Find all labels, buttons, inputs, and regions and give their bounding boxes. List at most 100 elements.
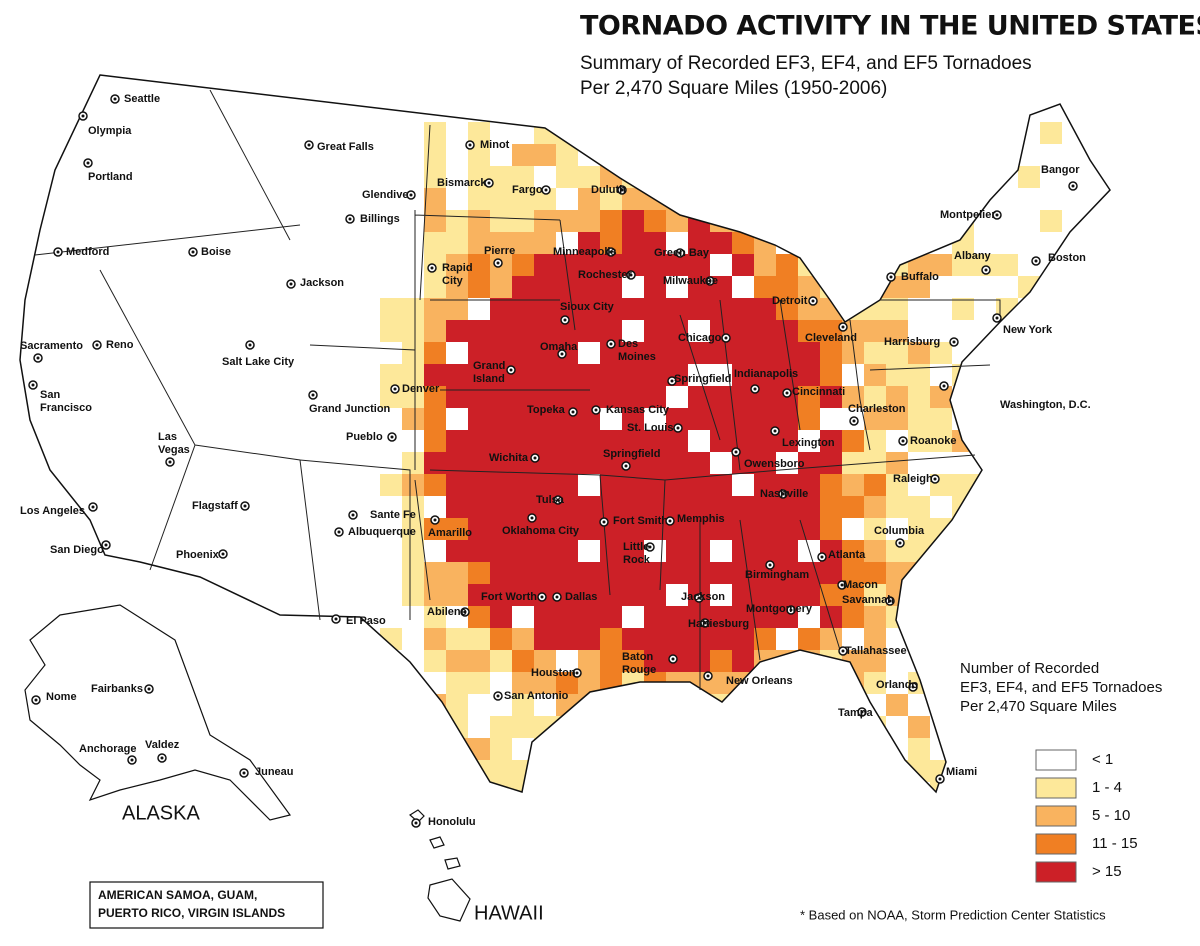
city-dot-center: [840, 583, 844, 587]
city-dot-center: [708, 279, 712, 283]
heat-cell: [908, 210, 930, 232]
city-label: Amarillo: [428, 527, 472, 539]
heat-cell: [820, 122, 842, 144]
city-label: Dallas: [565, 591, 597, 603]
heat-cell: [468, 408, 490, 430]
heat-cell: [820, 386, 842, 408]
city-label: Cleveland: [805, 332, 857, 344]
city-label: St. Louis: [627, 422, 673, 434]
heat-cell: [600, 474, 622, 496]
heat-cell: [578, 430, 600, 452]
heat-cell: [512, 298, 534, 320]
heat-cell: [842, 496, 864, 518]
heat-cell: [468, 474, 490, 496]
heat-cell: [556, 386, 578, 408]
heat-cell: [1018, 540, 1040, 562]
city-label: Raleigh: [893, 473, 933, 485]
heat-cell: [644, 166, 666, 188]
heat-cell: [996, 342, 1018, 364]
heat-cell: [556, 606, 578, 628]
heat-cell: [468, 144, 490, 166]
heat-cell: [732, 650, 754, 672]
heat-cell: [644, 496, 666, 518]
heat-cell: [600, 760, 622, 782]
heat-cell: [600, 144, 622, 166]
city-dot-center: [95, 343, 99, 347]
city-label: Springfield: [603, 448, 660, 460]
city-label: Savannah: [842, 594, 894, 606]
heat-cell: [688, 760, 710, 782]
heat-cell: [468, 452, 490, 474]
heat-cell: [798, 364, 820, 386]
heat-cell: [754, 782, 776, 792]
heat-cell: [380, 628, 402, 650]
heat-cell: [864, 386, 886, 408]
city-dot-center: [888, 599, 892, 603]
heat-cell: [820, 210, 842, 232]
heat-cell: [820, 144, 842, 166]
heat-cell: [886, 408, 908, 430]
heat-cell: [864, 364, 886, 386]
city-label: Montgomery: [746, 603, 813, 615]
city-label: Nashville: [760, 488, 808, 500]
heat-cell: [710, 496, 732, 518]
heat-cell: [820, 672, 842, 694]
heat-cell: [644, 320, 666, 342]
heat-cell: [424, 122, 446, 144]
heat-cell: [666, 606, 688, 628]
city-label: Jackson: [681, 591, 725, 603]
city-dot-center: [889, 275, 893, 279]
heat-cell: [710, 188, 732, 210]
city-label: Glendive: [362, 189, 408, 201]
heat-cell: [512, 694, 534, 716]
heat-cell: [512, 760, 534, 782]
heat-cell: [754, 496, 776, 518]
heat-cell: [534, 650, 556, 672]
heat-cell: [886, 452, 908, 474]
city-dot-center: [984, 268, 988, 272]
city-label: Buffalo: [901, 271, 939, 283]
territories-box: [89, 881, 324, 929]
alaska-outline: [24, 604, 292, 821]
heat-cell: [710, 606, 732, 628]
heat-cell: [534, 232, 556, 254]
heat-cell: [600, 496, 622, 518]
city-label: Wichita: [489, 452, 529, 464]
city-dot-center: [789, 608, 793, 612]
city-label: Atlanta: [828, 549, 866, 561]
city-dot-center: [556, 498, 560, 502]
heat-cell: [490, 540, 512, 562]
heat-cell: [666, 716, 688, 738]
city-label: Abilene: [427, 606, 467, 618]
heat-cell: [754, 210, 776, 232]
heat-cell: [424, 364, 446, 386]
heat-cell: [512, 562, 534, 584]
heat-cell: [446, 760, 468, 782]
heat-cell: [402, 386, 424, 408]
city-label: Des: [618, 338, 638, 350]
heat-cell: [534, 320, 556, 342]
heat-cell: [908, 628, 930, 650]
city-label: Sacramento: [20, 340, 83, 352]
city-dot-center: [995, 213, 999, 217]
heat-cell: [446, 210, 468, 232]
heat-cell: [798, 716, 820, 738]
heat-cell: [600, 694, 622, 716]
heat-cell: [688, 232, 710, 254]
heat-cell: [622, 562, 644, 584]
heat-cell: [468, 254, 490, 276]
city-label: Macon: [843, 579, 878, 591]
heat-cell: [402, 496, 424, 518]
heat-cell: [710, 562, 732, 584]
heat-cell: [402, 364, 424, 386]
heat-cell: [996, 408, 1018, 430]
heat-cell: [468, 232, 490, 254]
heat-cell: [754, 364, 776, 386]
heat-cell: [490, 342, 512, 364]
region-label: ALASKA: [122, 802, 200, 824]
heat-cell: [710, 342, 732, 364]
heat-cell: [556, 122, 578, 144]
heat-cell: [490, 496, 512, 518]
heat-cell: [776, 144, 798, 166]
heat-cell: [490, 584, 512, 606]
